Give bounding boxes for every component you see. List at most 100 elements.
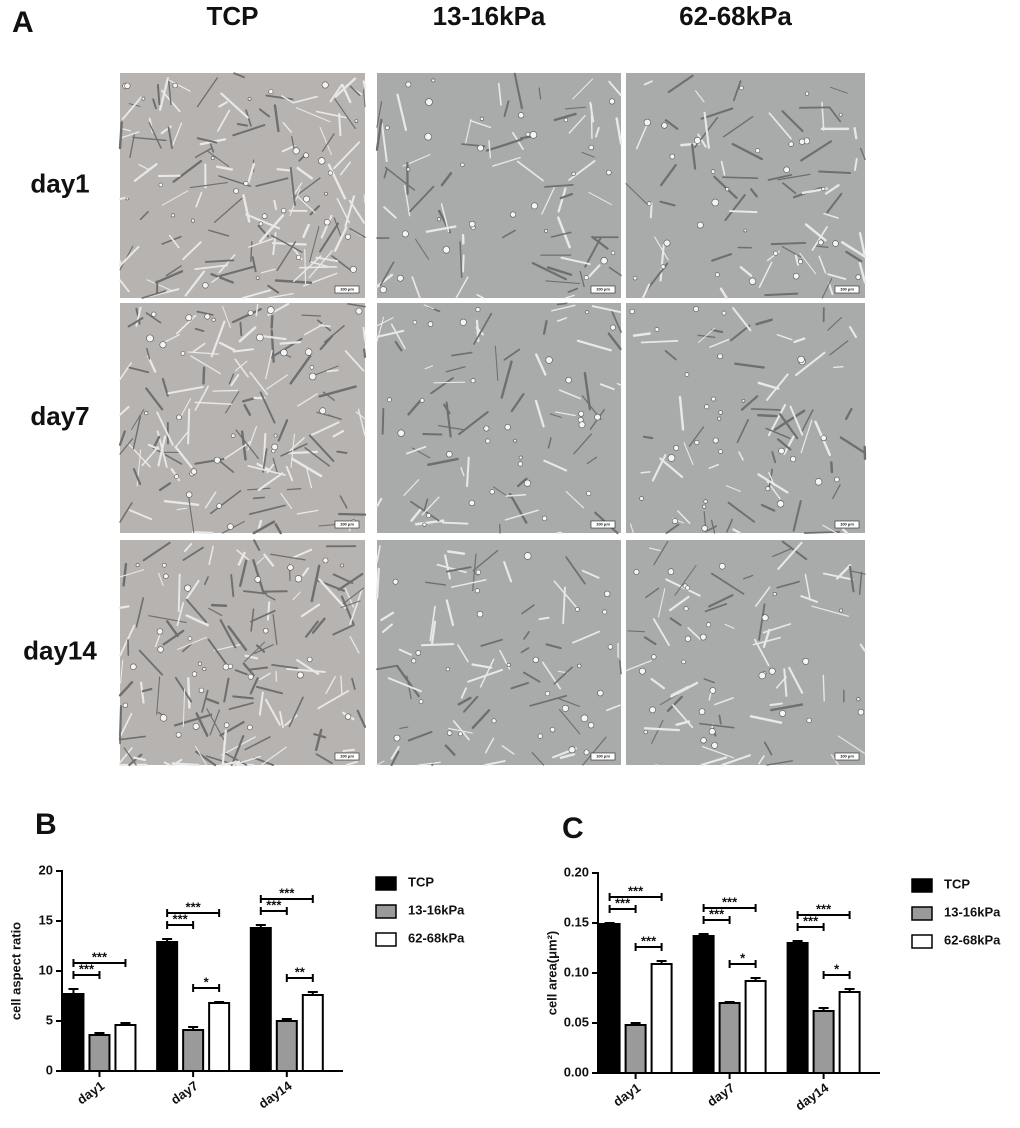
cell <box>762 623 792 634</box>
cell <box>558 708 581 735</box>
cell-body <box>176 414 182 421</box>
cell <box>473 312 493 345</box>
cell <box>252 520 276 535</box>
significance-bracket <box>166 909 221 917</box>
cell-body <box>699 633 707 641</box>
cell <box>334 77 357 98</box>
cell <box>267 284 280 294</box>
cell <box>340 600 361 609</box>
cell <box>140 681 145 704</box>
cell <box>285 465 294 482</box>
cell <box>423 498 429 512</box>
cell <box>567 287 579 293</box>
cell <box>749 188 758 198</box>
cell <box>157 435 167 467</box>
cell <box>334 98 356 130</box>
cell <box>607 332 622 351</box>
cell <box>650 678 666 690</box>
cell <box>293 255 322 283</box>
cell <box>390 745 400 760</box>
cell <box>557 187 567 213</box>
cell-body <box>802 657 810 665</box>
cell <box>147 443 160 450</box>
cell <box>648 547 661 552</box>
cell <box>118 245 140 267</box>
cell <box>209 143 215 153</box>
cell <box>239 321 243 337</box>
cell <box>221 729 227 765</box>
significance-label: *** <box>92 949 108 964</box>
cell-body <box>412 320 418 325</box>
cell <box>545 280 581 285</box>
cell <box>194 147 212 158</box>
cell <box>710 328 724 334</box>
cell-body <box>125 196 130 201</box>
cell <box>219 619 237 649</box>
cell-body <box>577 663 582 668</box>
y-tick-label: 0.00 <box>564 1064 589 1079</box>
cell-body <box>743 228 748 233</box>
cell-body <box>701 525 708 532</box>
cell <box>302 567 310 577</box>
cell <box>841 241 867 258</box>
cell <box>793 337 806 344</box>
cell-body <box>319 407 327 415</box>
cell <box>349 85 361 97</box>
cell <box>235 429 259 460</box>
cell <box>171 762 200 767</box>
cell-body <box>445 667 450 672</box>
cell-body <box>476 610 484 618</box>
cell <box>239 559 248 587</box>
cell <box>208 607 223 617</box>
cell <box>118 121 123 150</box>
cell <box>546 266 573 276</box>
cell-body <box>667 568 675 575</box>
cell <box>608 80 622 97</box>
cell <box>627 630 645 633</box>
cell <box>133 756 147 761</box>
cell-body <box>805 91 810 96</box>
cell <box>272 614 278 646</box>
cell-body <box>778 447 785 455</box>
micrograph: 100 μm <box>118 72 367 299</box>
cell <box>725 485 741 492</box>
cell <box>265 594 276 601</box>
scale-bar-label: 100 μm <box>840 522 854 527</box>
cell <box>564 294 575 299</box>
cell-body <box>725 187 730 192</box>
cell <box>727 501 756 523</box>
significance-bracket <box>702 904 757 912</box>
cell <box>558 389 582 400</box>
cell <box>858 231 867 258</box>
cell <box>145 387 164 411</box>
cell <box>749 715 783 724</box>
cell <box>230 574 235 598</box>
column-header: 13-16kPa <box>433 1 546 31</box>
micrograph: 100 μm <box>625 540 867 767</box>
cell-body <box>606 169 612 176</box>
cell-body <box>422 522 427 527</box>
cell <box>220 760 241 767</box>
cell <box>362 326 366 342</box>
cell <box>259 391 276 424</box>
cell <box>440 172 453 187</box>
cell <box>187 495 195 534</box>
cell <box>259 334 287 341</box>
cell <box>516 477 528 488</box>
cell <box>688 426 705 447</box>
bar <box>812 1010 835 1074</box>
cell-body <box>532 656 539 663</box>
cell <box>728 210 758 214</box>
cell <box>794 351 826 377</box>
cell <box>170 122 183 149</box>
cell-body <box>673 445 680 451</box>
cell <box>430 377 454 395</box>
cell <box>534 353 547 376</box>
cell <box>315 110 347 119</box>
cell <box>545 643 562 650</box>
cell-body <box>460 162 465 167</box>
cell <box>211 276 220 283</box>
cell <box>643 636 657 646</box>
cell <box>210 320 226 358</box>
significance-bracket <box>822 971 851 979</box>
